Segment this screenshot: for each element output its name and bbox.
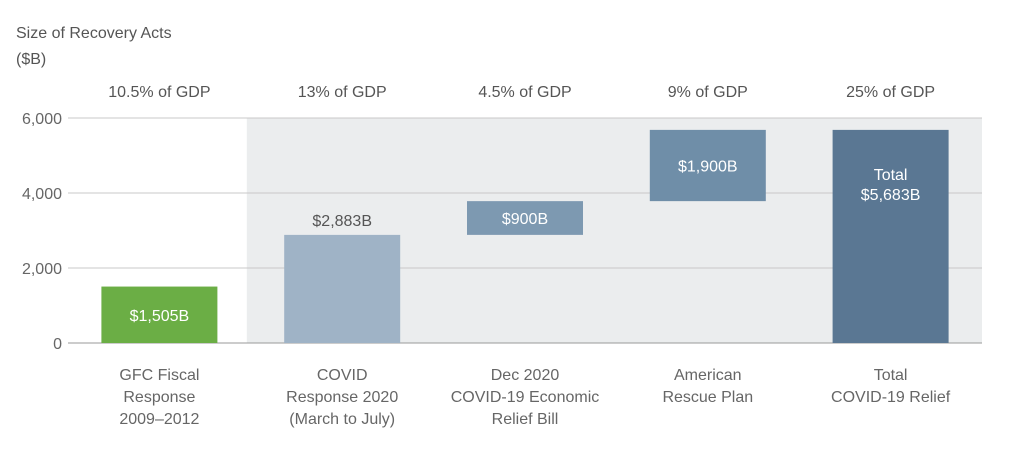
category-label: GFC Fiscal [119, 367, 199, 384]
category-label: Total [874, 367, 908, 384]
category-label: Response 2020 [286, 389, 398, 406]
bar-data-label: $900B [502, 211, 548, 228]
category-label: 2009–2012 [119, 411, 199, 428]
bar [649, 129, 766, 202]
bar-data-label: $5,683B [861, 187, 921, 204]
category-label: COVID-19 Economic [451, 389, 600, 406]
y-tick-label: 4,000 [22, 186, 62, 203]
category-label: Relief Bill [492, 411, 559, 428]
gdp-label: 25% of GDP [846, 84, 935, 101]
bar-data-label: Total [874, 167, 908, 184]
gdp-label: 13% of GDP [298, 84, 387, 101]
bar [284, 234, 401, 343]
y-tick-label: 2,000 [22, 261, 62, 278]
category-label: Rescue Plan [662, 389, 753, 406]
gdp-label: 4.5% of GDP [478, 84, 571, 101]
bar [467, 201, 583, 235]
category-label: COVID [317, 367, 368, 384]
bar-data-label: $2,883B [312, 213, 372, 230]
chart-title: Size of Recovery Acts [16, 25, 172, 42]
bar-data-label: $1,900B [678, 159, 738, 176]
gdp-label: 9% of GDP [668, 84, 748, 101]
category-label: American [674, 367, 742, 384]
category-label: COVID-19 Relief [831, 389, 951, 406]
y-tick-label: 0 [53, 336, 62, 353]
bar-data-label: $1,505B [130, 308, 190, 325]
category-label: Response [123, 389, 195, 406]
unit-label: ($B) [16, 51, 46, 68]
category-label: (March to July) [289, 411, 395, 428]
gdp-label: 10.5% of GDP [108, 84, 210, 101]
bar [832, 129, 949, 343]
bar [101, 286, 218, 343]
y-tick-label: 6,000 [22, 111, 62, 128]
category-label: Dec 2020 [491, 367, 560, 384]
